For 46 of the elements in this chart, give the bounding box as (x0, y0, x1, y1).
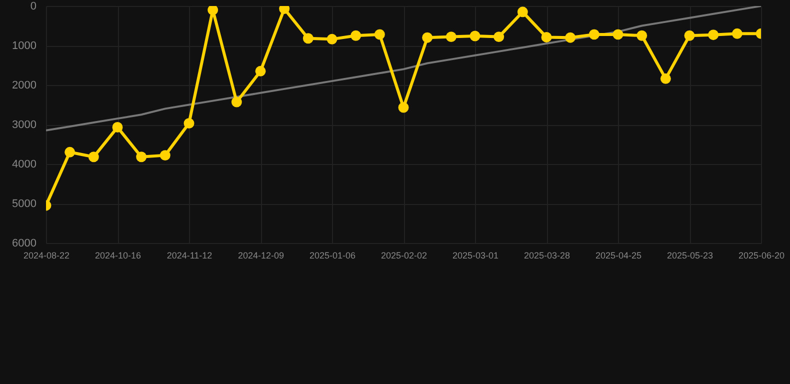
point (708, 30, 719, 40)
point (470, 30, 480, 42)
y-tick-label: 2000 (12, 80, 36, 92)
point (660, 73, 671, 84)
point (398, 102, 409, 113)
point (231, 96, 242, 108)
point (350, 30, 362, 41)
point (136, 152, 147, 162)
point (517, 6, 528, 18)
x-tick-label: 2025-05-23 (666, 250, 714, 260)
point (684, 30, 695, 41)
y-tick-label: 5000 (12, 198, 36, 210)
point (446, 32, 456, 42)
point (422, 32, 433, 43)
point (374, 29, 385, 40)
point (588, 29, 600, 40)
point (565, 32, 576, 43)
y-tick-label: 3000 (12, 119, 36, 131)
y-tick-label: 1000 (12, 40, 36, 52)
y-tick-label: 4000 (12, 158, 36, 170)
x-tick-label: 2024-10-16 (94, 250, 142, 260)
point (636, 30, 648, 41)
point (88, 152, 99, 162)
x-tick-label: 2024-11-12 (166, 250, 212, 260)
point (184, 118, 194, 129)
point (112, 122, 123, 132)
point (255, 66, 266, 76)
point (494, 32, 504, 42)
point (732, 28, 742, 39)
point (64, 146, 76, 158)
point (160, 150, 170, 161)
point (326, 34, 338, 44)
y-tick-label: 0 (30, 0, 36, 12)
x-tick-label: 2025-04-25 (595, 250, 642, 260)
x-tick-label: 2024-08-22 (23, 250, 70, 260)
x-tick-label: 2025-01-06 (309, 250, 356, 260)
point (208, 6, 218, 16)
x-tick-label: 2025-02-02 (380, 250, 428, 260)
x-tick-label: 2025-03-28 (524, 250, 570, 260)
y-tick-label: 6000 (12, 238, 36, 250)
point (612, 29, 624, 40)
point (302, 33, 314, 44)
x-tick-label: 2025-06-20 (738, 250, 785, 260)
x-tick-label: 2025-03-01 (452, 250, 499, 260)
x-tick-label: 2024-12-09 (238, 250, 284, 260)
point (541, 32, 552, 42)
